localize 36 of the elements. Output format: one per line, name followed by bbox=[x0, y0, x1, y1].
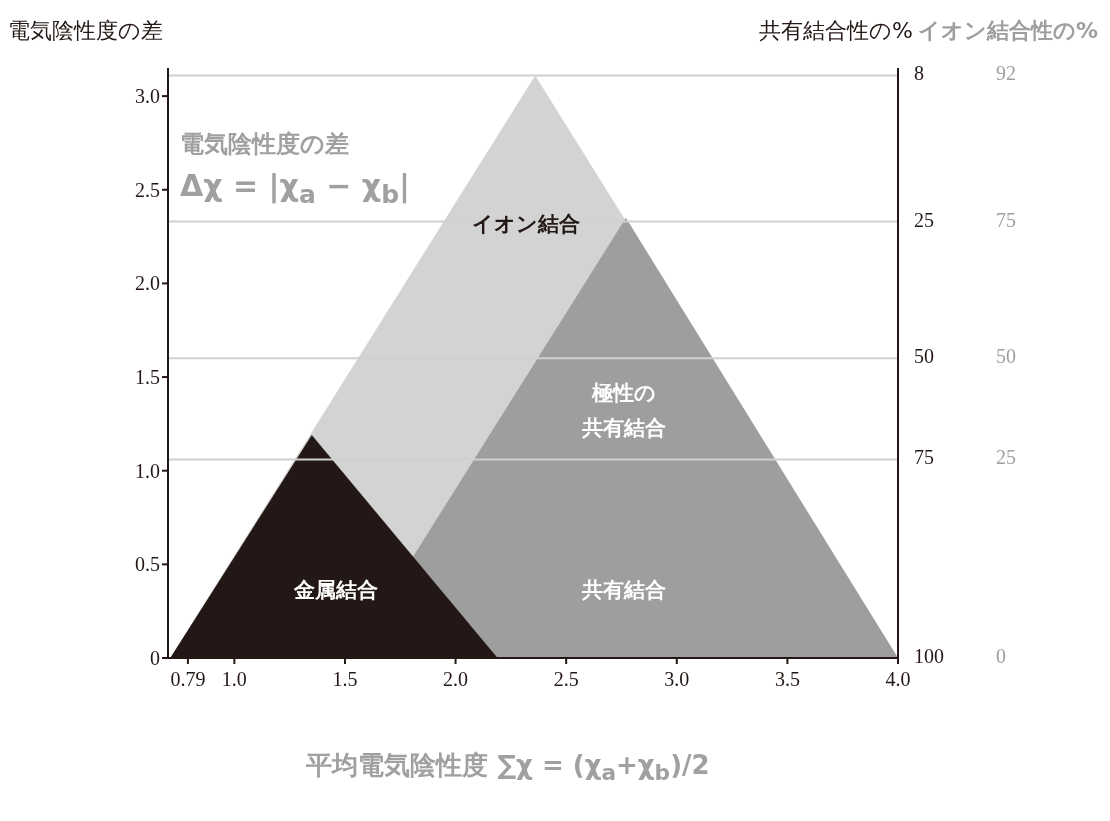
text: 75 bbox=[996, 208, 1016, 232]
text: 92 bbox=[996, 62, 1016, 86]
annotation: 共有結合 bbox=[581, 577, 668, 605]
annotation: 電気陰性度の差 bbox=[180, 129, 349, 160]
x-tick-label: 2.5 bbox=[553, 668, 579, 691]
y-tick-label: 0.5 bbox=[135, 553, 160, 576]
y-tick-label: 2.5 bbox=[135, 178, 160, 201]
y-tick-label: 2.0 bbox=[135, 272, 160, 295]
annotation: Δχ = |χ$_{a}$ − χ$_{b}$| bbox=[180, 168, 411, 209]
x-tick-label: 2.0 bbox=[443, 668, 469, 691]
text: 25 bbox=[914, 208, 934, 232]
y-tick-label: 1.0 bbox=[135, 459, 160, 482]
x-tick-label: 0.79 bbox=[170, 668, 206, 691]
x-tick-label: 3.0 bbox=[664, 668, 690, 691]
y-tick-label: 3.0 bbox=[135, 85, 160, 108]
text: 0 bbox=[996, 645, 1006, 668]
text: 25 bbox=[996, 446, 1016, 470]
text: 8 bbox=[914, 62, 924, 86]
annotation: 金属結合 bbox=[292, 577, 379, 605]
text: 100 bbox=[914, 645, 944, 668]
y-axis-title: 電気陰性度の差 bbox=[8, 17, 163, 45]
x-tick-label: 4.0 bbox=[885, 668, 911, 691]
y-tick-label: 0 bbox=[150, 647, 160, 670]
y2-axis-title: 共有結合性の% bbox=[759, 17, 913, 45]
annotation: 極性の bbox=[590, 379, 658, 407]
x-axis-title: 平均電気陰性度 ∑χ = (χ$_{a}$+χ$_{b}$)/2 bbox=[305, 749, 711, 786]
y-tick-label: 1.5 bbox=[135, 366, 160, 389]
x-tick-label: 1.0 bbox=[221, 668, 247, 691]
y3-axis-title: イオン結合性の% bbox=[917, 17, 1098, 45]
annotation: 共有結合 bbox=[581, 414, 668, 442]
x-tick-label: 3.5 bbox=[774, 668, 800, 691]
annotation: イオン結合 bbox=[470, 211, 581, 239]
text: 75 bbox=[914, 446, 934, 470]
x-tick-label: 1.5 bbox=[332, 668, 358, 691]
text: 50 bbox=[996, 345, 1016, 369]
text: 50 bbox=[914, 345, 934, 369]
